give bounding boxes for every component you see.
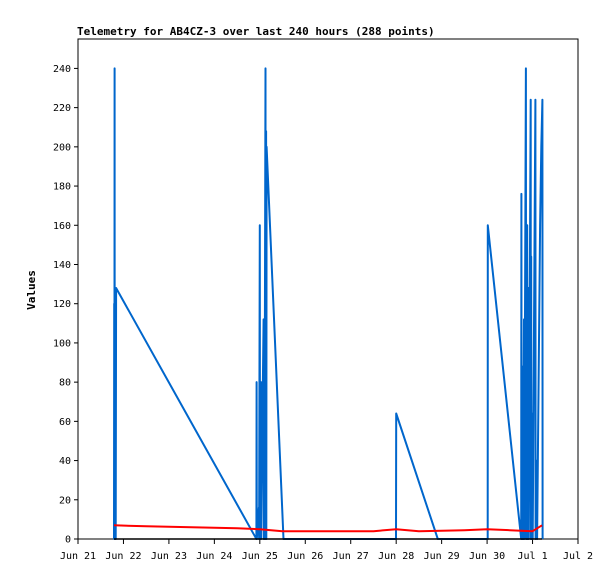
chart-title: Telemetry for AB4CZ-3 over last 240 hour… xyxy=(77,25,435,38)
x-tick-label: Jun 22 xyxy=(105,551,141,562)
x-tick-label: Jun 23 xyxy=(151,551,187,562)
y-tick-label: 40 xyxy=(59,456,71,467)
y-axis-label: Values xyxy=(25,270,38,310)
series-line-2 xyxy=(113,524,543,533)
x-tick-label: Jul 2 xyxy=(563,551,593,562)
series-line-1 xyxy=(113,67,544,540)
y-tick-label: 180 xyxy=(53,182,71,193)
y-tick-label: 240 xyxy=(53,64,71,75)
y-tick-label: 0 xyxy=(65,535,71,546)
x-tick-label: Jun 25 xyxy=(242,551,278,562)
y-tick-label: 100 xyxy=(53,338,71,349)
y-tick-label: 80 xyxy=(59,378,71,389)
series-group xyxy=(113,67,544,540)
y-axis: 0 20 40 60 80 100 120 140 160 180 200 220 240 xyxy=(53,64,78,546)
x-tick-label: Jun 26 xyxy=(287,551,323,562)
x-tick-label: Jun 29 xyxy=(424,551,460,562)
x-tick-label: Jun 24 xyxy=(196,551,232,562)
x-tick-label: Jul 1 xyxy=(517,551,547,562)
y-tick-label: 140 xyxy=(53,260,71,271)
y-tick-label: 220 xyxy=(53,103,71,114)
y-tick-label: 160 xyxy=(53,221,71,232)
y-tick-label: 60 xyxy=(59,417,71,428)
x-tick-label: Jun 27 xyxy=(333,551,369,562)
x-tick-label: Jun 21 xyxy=(60,551,96,562)
y-tick-label: 120 xyxy=(53,299,71,310)
x-tick-label: Jun 30 xyxy=(469,551,505,562)
x-tick-label: Jun 28 xyxy=(378,551,414,562)
y-tick-label: 20 xyxy=(59,495,71,506)
y-tick-label: 200 xyxy=(53,142,71,153)
x-axis: Jun 21 Jun 22 Jun 23 Jun 24 Jun 25 Jun 26 Jun … xyxy=(60,539,593,562)
plot-area xyxy=(77,38,579,540)
